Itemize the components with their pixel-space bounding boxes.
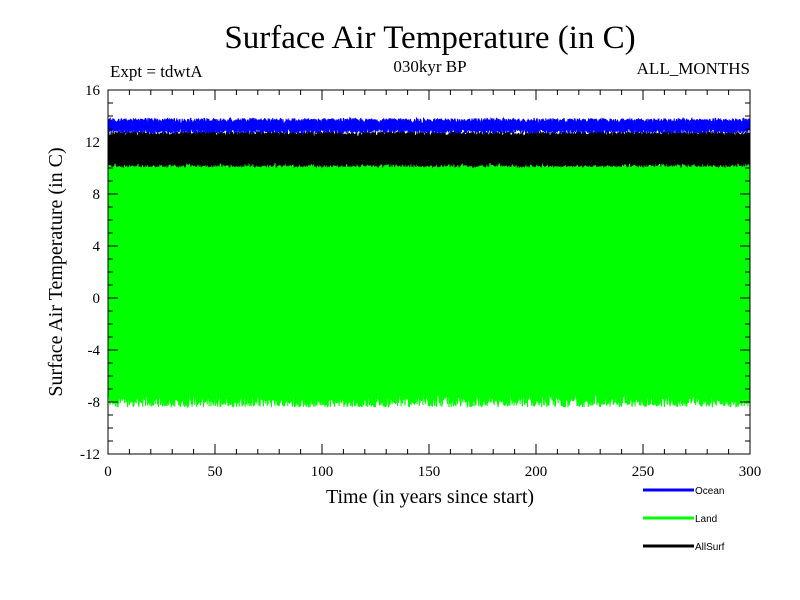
y-tick-label: 4 <box>93 239 101 255</box>
experiment-label: Expt = tdwtA <box>110 62 203 81</box>
series-land <box>107 155 751 409</box>
x-tick-label: 250 <box>632 464 655 480</box>
series-ocean <box>107 116 751 136</box>
y-tick-label: -4 <box>88 343 101 359</box>
y-tick-label: -8 <box>88 395 101 411</box>
y-tick-label: 12 <box>85 135 100 151</box>
legend: Ocean Land AllSurf <box>643 486 725 553</box>
x-tick-label: 300 <box>739 464 762 480</box>
x-tick-label: 200 <box>525 464 548 480</box>
x-tick-label: 50 <box>208 464 223 480</box>
y-axis-label: Surface Air Temperature (in C) <box>45 147 67 396</box>
axis-ticks: 0 50 100 150 200 250 300 -12 -8 -4 0 4 8 12 16 <box>80 83 761 480</box>
x-tick-label: 0 <box>104 464 112 480</box>
y-tick-label: -12 <box>80 447 100 463</box>
y-tick-label: 8 <box>93 187 101 203</box>
series-allsurf <box>107 129 751 169</box>
plot-series <box>107 116 751 409</box>
months-label: ALL_MONTHS <box>637 59 750 78</box>
y-tick-label: 16 <box>85 83 101 99</box>
x-axis-label: Time (in years since start) <box>326 486 534 508</box>
x-tick-label: 150 <box>418 464 441 480</box>
legend-label-allsurf: AllSurf <box>695 542 725 553</box>
legend-label-ocean: Ocean <box>695 486 724 497</box>
legend-label-land: Land <box>695 514 717 525</box>
chart-title: Surface Air Temperature (in C) <box>224 20 635 56</box>
x-tick-label: 100 <box>311 464 334 480</box>
period-label: 030kyr BP <box>393 57 466 76</box>
y-tick-label: 0 <box>93 291 101 307</box>
